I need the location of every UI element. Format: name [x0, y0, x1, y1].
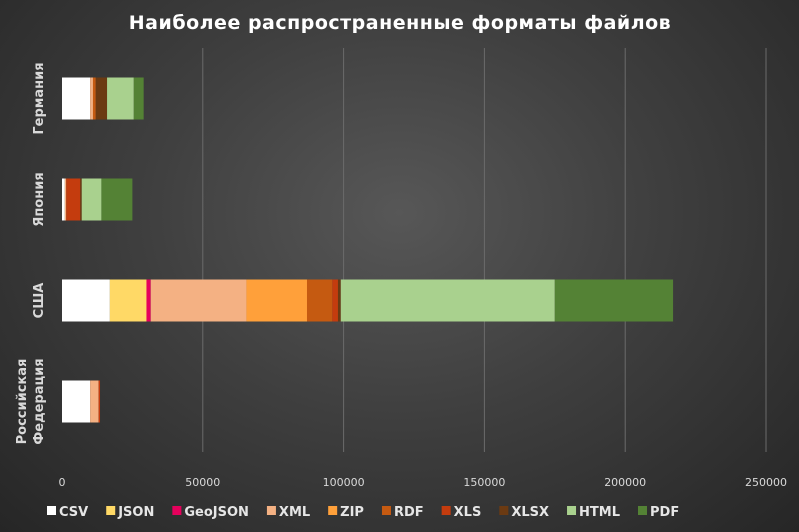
legend-label: JSON [117, 505, 154, 520]
legend-item: ZIP [328, 505, 364, 520]
legend: CSV JSON GeoJSON XML ZIP RDF XLS XLSX HTML PDF [47, 505, 679, 520]
x-axis-ticks: 0 50000 100000 150000 200000 250000 [59, 476, 788, 489]
bar-segment [62, 279, 110, 322]
x-tick-label: 200000 [604, 476, 646, 489]
legend-item: JSON [106, 505, 154, 520]
gridlines [202, 48, 767, 452]
y-axis-categories: Германия Япония США Российская Федерация [15, 62, 47, 444]
legend-label: XLS [454, 505, 482, 520]
category-label: Германия [32, 62, 47, 134]
legend-swatch [381, 506, 391, 515]
legend-label: CSV [59, 505, 88, 520]
bar-segment [95, 77, 108, 120]
bar-segment [98, 380, 101, 423]
bar-segment [66, 178, 81, 221]
category-label: США [32, 283, 47, 319]
legend-swatch [47, 506, 56, 515]
bar-segment [62, 380, 91, 423]
bar-group [62, 77, 144, 120]
legend-item: XLS [441, 505, 482, 520]
bar-segment [80, 178, 82, 221]
legend-label: GeoJSON [184, 505, 249, 520]
x-tick-label: 0 [59, 476, 66, 489]
bar-segment [306, 279, 333, 322]
legend-swatch [266, 506, 276, 515]
legend-label: XML [279, 505, 310, 520]
x-tick-label: 250000 [745, 476, 787, 489]
bar-segment [340, 279, 555, 322]
legend-item: PDF [638, 505, 679, 520]
legend-swatch [172, 506, 182, 515]
legend-label: RDF [394, 505, 424, 520]
legend-item: XLSX [499, 505, 549, 520]
chart-title: Наиболее распространенные форматы файлов [129, 12, 671, 34]
bar-segment [133, 77, 144, 120]
bars [62, 77, 674, 423]
bar-segment [81, 178, 102, 221]
legend-label: HTML [579, 505, 620, 520]
bar-segment [150, 279, 247, 322]
bar-segment [332, 279, 338, 322]
legend-item: GeoJSON [172, 505, 249, 520]
legend-swatch [106, 506, 116, 515]
bar-segment [90, 77, 93, 120]
bar-segment [62, 178, 65, 221]
bar-group [62, 279, 674, 322]
category-label: Российская Федерация [15, 358, 47, 444]
bar-segment [62, 77, 91, 120]
bar-segment [146, 279, 151, 322]
bar-segment [246, 279, 307, 322]
legend-label: XLSX [511, 505, 549, 520]
bar-segment [64, 178, 67, 221]
legend-swatch [567, 506, 577, 515]
legend-swatch [499, 506, 509, 515]
x-tick-label: 50000 [185, 476, 220, 489]
bar-segment [337, 279, 341, 322]
bar-segment [109, 279, 147, 322]
legend-label: PDF [650, 505, 679, 520]
legend-label: ZIP [340, 505, 364, 520]
bar-segment [90, 380, 99, 423]
x-tick-label: 100000 [323, 476, 365, 489]
bar-segment [107, 77, 134, 120]
legend-swatch [638, 506, 647, 515]
bar-segment [101, 178, 133, 221]
legend-item: CSV [47, 505, 88, 520]
legend-item: RDF [381, 505, 424, 520]
x-tick-label: 150000 [463, 476, 505, 489]
bar-group [62, 178, 133, 221]
legend-item: XML [266, 505, 310, 520]
bar-segment [554, 279, 674, 322]
bar-segment [92, 77, 96, 120]
legend-swatch [328, 506, 338, 515]
legend-item: HTML [567, 505, 620, 520]
category-label: Япония [32, 172, 47, 226]
legend-swatch [441, 506, 451, 515]
bar-group [62, 380, 101, 423]
